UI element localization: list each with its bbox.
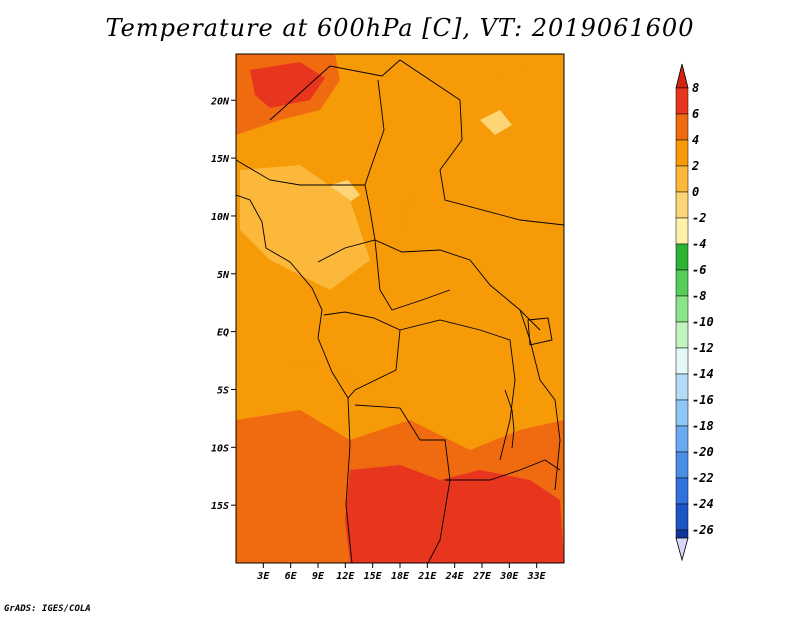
colorbar-swatch — [675, 113, 689, 141]
colorbar-swatch — [675, 295, 689, 323]
field-zone-north-core — [250, 62, 325, 108]
lon-tick-label: 12E — [336, 571, 355, 582]
colorbar-label: -16 — [692, 393, 714, 407]
colorbar-label: -22 — [692, 471, 714, 485]
lon-tick-label: 21E — [417, 571, 437, 582]
colorbar-swatch — [675, 165, 689, 193]
colorbar-label: -2 — [692, 211, 706, 225]
colorbar-swatch — [675, 399, 689, 427]
colorbar-swatch — [675, 477, 689, 505]
colorbar-swatch — [675, 321, 689, 349]
colorbar-label: -8 — [692, 289, 706, 303]
colorbar-swatch — [675, 217, 689, 245]
colorbar-label: -10 — [692, 315, 714, 329]
lat-tick-label: 10N — [211, 212, 230, 223]
lake-victoria — [527, 317, 553, 346]
colorbar-swatch — [675, 425, 689, 453]
colorbar-bottom-arrow — [675, 537, 689, 562]
lat-tick-label: 5S — [217, 385, 229, 396]
lat-axis: 20N 15N 10N 5N EQ 5S 10S 15S — [210, 96, 236, 512]
border-drc-east — [399, 319, 516, 461]
field-zone-west-coast — [236, 260, 330, 380]
colorbar-label: -12 — [692, 341, 714, 355]
lon-tick-label: 9E — [312, 571, 325, 582]
field-cool-patch-2 — [480, 110, 512, 135]
colorbar-label: -24 — [692, 497, 714, 511]
colorbar-swatch — [675, 529, 689, 539]
grads-credit: GrADS: IGES/COLA — [4, 604, 91, 614]
lon-tick-label: 24E — [445, 571, 465, 582]
border-angola — [354, 404, 451, 563]
colorbar-label: -4 — [692, 237, 706, 251]
lon-tick-label: 6E — [285, 571, 298, 582]
lon-tick-label: 18E — [391, 571, 410, 582]
colorbar-label: -18 — [692, 419, 714, 433]
field-mid-patch — [240, 165, 370, 290]
lat-tick-label: 15S — [211, 501, 229, 512]
temperature-field — [236, 54, 564, 563]
colorbar-swatch — [675, 347, 689, 375]
colorbar-swatch — [675, 451, 689, 479]
colorbar-label: 6 — [692, 107, 699, 121]
lake-tanganyika — [504, 389, 515, 449]
border-central-2 — [317, 239, 451, 311]
lon-tick-label: 15E — [364, 571, 383, 582]
colorbar-label: -14 — [692, 367, 714, 381]
colorbar-swatch — [675, 191, 689, 219]
border-sudan — [364, 79, 385, 186]
border-north-1 — [269, 59, 564, 226]
lat-tick-label: EQ — [217, 328, 229, 339]
colorbar-swatch — [675, 243, 689, 271]
colorbar-swatch — [675, 139, 689, 167]
colorbar-label: 0 — [692, 185, 699, 199]
colorbar: 8 6 4 2 0 -2 -4 -6 -8 -10 -12 -14 -16 -18 -20 -22 -24 -26 — [675, 63, 714, 562]
colorbar-swatch — [675, 269, 689, 297]
border-east — [519, 309, 561, 491]
lat-tick-label: 10S — [211, 443, 229, 454]
lon-axis: 3E 6E 9E 12E 15E 18E 21E 24E 27E 30E 33E — [256, 563, 547, 582]
colorbar-label: -20 — [692, 445, 714, 459]
colorbar-label: -6 — [692, 263, 706, 277]
colorbar-swatch — [675, 503, 689, 531]
lon-tick-label: 3E — [256, 571, 270, 582]
chart-title: Temperature at 600hPa [C], VT: 201906160… — [105, 14, 695, 42]
lat-tick-label: 20N — [210, 96, 230, 107]
lon-tick-label: 27E — [472, 571, 492, 582]
lon-tick-label: 33E — [527, 571, 547, 582]
field-cool-patch-1 — [330, 180, 360, 205]
field-zone-south-core — [345, 465, 564, 563]
colorbar-top-arrow — [675, 63, 689, 89]
lat-tick-label: 15N — [211, 154, 230, 165]
colorbar-swatch — [675, 87, 689, 115]
borders — [236, 59, 564, 563]
border-zambia — [445, 459, 561, 481]
field-zone-east-warm — [400, 60, 564, 340]
colorbar-label: 8 — [692, 81, 699, 95]
lon-tick-label: 30E — [499, 571, 519, 582]
colorbar-label: 4 — [692, 133, 699, 147]
colorbar-label: -26 — [692, 523, 714, 537]
lat-tick-label: 5N — [217, 270, 230, 281]
coastline-west — [236, 194, 353, 563]
colorbar-label: 2 — [691, 159, 699, 173]
colorbar-swatch — [675, 373, 689, 401]
